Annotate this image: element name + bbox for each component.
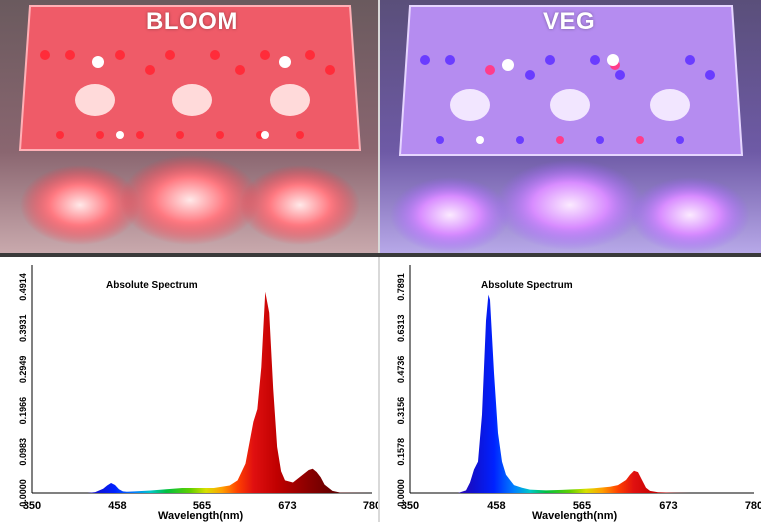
y-tick-label: 0.0983 bbox=[18, 438, 28, 466]
panel-divider-horizontal bbox=[0, 253, 761, 257]
panel-divider-vertical bbox=[378, 0, 380, 522]
spectrum-area bbox=[410, 294, 754, 493]
y-tick-label: 0.6313 bbox=[396, 314, 406, 342]
veg-photo: VEG bbox=[380, 0, 761, 253]
x-tick-label: 458 bbox=[487, 500, 505, 512]
y-tick-label: 0.4736 bbox=[396, 356, 406, 384]
bloom-label: BLOOM bbox=[146, 8, 238, 35]
y-tick-label: 0.3156 bbox=[396, 397, 406, 425]
spectrum-series bbox=[410, 294, 754, 493]
y-tick-labels: 0.0000 0.0983 0.1966 0.2949 0.3931 0.4914 bbox=[18, 273, 28, 507]
chart-title: Absolute Spectrum bbox=[481, 280, 573, 291]
x-tick-label: 780 bbox=[363, 500, 378, 512]
grow-light-bloom-image bbox=[0, 0, 378, 253]
bloom-spectrum-chart: 0.0000 0.0983 0.1966 0.2949 0.3931 0.4914 350… bbox=[0, 257, 381, 522]
veg-spectrum-svg: 0.0000 0.1578 0.3156 0.4736 0.6313 0.7891 350… bbox=[396, 265, 761, 522]
veg-spectrum-chart: 0.0000 0.1578 0.3156 0.4736 0.6313 0.7891 350… bbox=[380, 257, 761, 522]
x-tick-label: 565 bbox=[573, 500, 591, 512]
y-tick-label: 0.7891 bbox=[396, 273, 406, 301]
x-tick-label: 780 bbox=[745, 500, 761, 512]
y-tick-label: 0.4914 bbox=[18, 273, 28, 301]
x-axis-label: Wavelength(nm) bbox=[532, 510, 617, 522]
x-tick-labels: 350 458 565 673 780 bbox=[23, 500, 381, 512]
bloom-photo: BLOOM bbox=[0, 0, 378, 253]
y-tick-label: 0.1578 bbox=[396, 438, 406, 466]
x-tick-label: 350 bbox=[23, 500, 41, 512]
bloom-spectrum-svg: 0.0000 0.0983 0.1966 0.2949 0.3931 0.4914 350… bbox=[18, 265, 381, 522]
x-tick-labels: 350 458 565 673 780 bbox=[401, 500, 761, 512]
y-tick-label: 0.0000 bbox=[18, 479, 28, 507]
y-tick-label: 0.2949 bbox=[18, 356, 28, 384]
x-tick-label: 458 bbox=[108, 500, 126, 512]
x-axis-label: Wavelength(nm) bbox=[158, 510, 243, 522]
chart-title: Absolute Spectrum bbox=[106, 280, 198, 291]
x-tick-label: 350 bbox=[401, 500, 419, 512]
y-tick-label: 0.3931 bbox=[18, 314, 28, 342]
y-tick-label: 0.0000 bbox=[396, 479, 406, 507]
x-tick-label: 565 bbox=[193, 500, 211, 512]
spectrum-area bbox=[32, 291, 372, 493]
grow-light-veg-image bbox=[380, 0, 761, 253]
y-tick-label: 0.1966 bbox=[18, 397, 28, 425]
veg-label: VEG bbox=[543, 8, 596, 35]
y-tick-labels: 0.0000 0.1578 0.3156 0.4736 0.6313 0.7891 bbox=[396, 273, 406, 507]
x-tick-label: 673 bbox=[278, 500, 296, 512]
spectrum-series bbox=[32, 291, 372, 493]
x-tick-label: 673 bbox=[659, 500, 677, 512]
